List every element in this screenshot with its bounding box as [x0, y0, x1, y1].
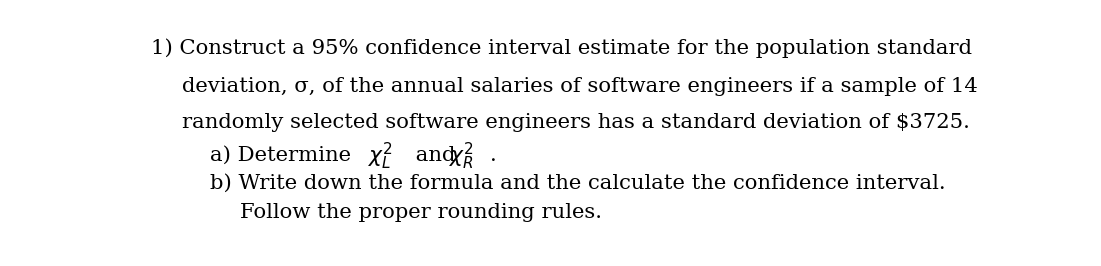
- Text: $\chi^2_R$: $\chi^2_R$: [449, 141, 475, 172]
- Text: randomly selected software engineers has a standard deviation of $3725.: randomly selected software engineers has…: [182, 113, 970, 132]
- Text: deviation, σ, of the annual salaries of software engineers if a sample of 14: deviation, σ, of the annual salaries of …: [182, 77, 978, 95]
- Text: Follow the proper rounding rules.: Follow the proper rounding rules.: [240, 203, 602, 222]
- Text: $\chi^2_L$: $\chi^2_L$: [368, 141, 393, 172]
- Text: and: and: [408, 146, 462, 165]
- Text: 1) Construct a 95% confidence interval estimate for the population standard: 1) Construct a 95% confidence interval e…: [151, 38, 972, 58]
- Text: b) Write down the formula and the calculate the confidence interval.: b) Write down the formula and the calcul…: [210, 174, 946, 193]
- Text: .: .: [490, 146, 497, 165]
- Text: a) Determine: a) Determine: [210, 146, 358, 165]
